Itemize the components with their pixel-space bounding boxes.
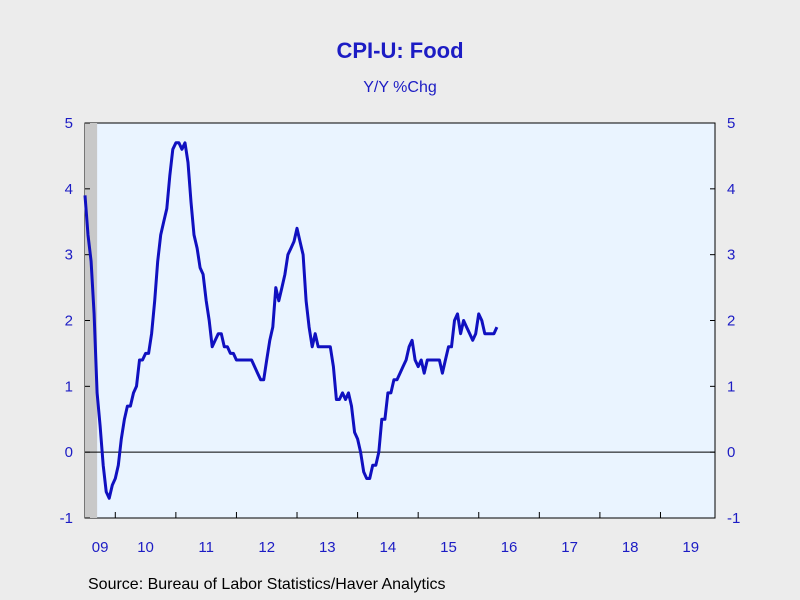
x-tick-label: 11 (198, 539, 214, 556)
x-tick-label: 15 (440, 539, 457, 556)
y-tick-label-right: 4 (727, 181, 735, 198)
x-tick-label: 09 (92, 539, 109, 556)
x-tick-label: 13 (319, 539, 336, 556)
chart-subtitle: Y/Y %Chg (363, 79, 437, 96)
y-tick-label-left: 4 (65, 181, 73, 198)
y-tick-label-left: 2 (65, 313, 73, 330)
y-tick-label-left: 1 (65, 378, 73, 395)
x-tick-label: 17 (561, 539, 578, 556)
x-tick-label: 18 (622, 539, 639, 556)
y-tick-label-right: -1 (727, 510, 740, 527)
y-tick-label-left: 0 (65, 444, 73, 461)
y-tick-label-left: -1 (60, 510, 73, 527)
y-tick-label-right: 0 (727, 444, 735, 461)
y-tick-label-right: 1 (727, 378, 735, 395)
x-tick-label: 12 (258, 539, 275, 556)
plot-area (84, 122, 716, 519)
series-line (83, 141, 499, 500)
y-tick-label-left: 5 (65, 115, 73, 132)
x-tick-label: 14 (380, 539, 397, 556)
chart-title: CPI-U: Food (336, 38, 464, 63)
y-tick-label-left: 3 (65, 247, 73, 264)
x-tick-label: 10 (137, 539, 154, 556)
x-tick-label: 16 (501, 539, 518, 556)
y-tick-label-right: 3 (727, 247, 735, 264)
y-tick-label-right: 2 (727, 313, 735, 330)
source-note: Source: Bureau of Labor Statistics/Haver… (88, 576, 446, 593)
y-tick-label-right: 5 (727, 115, 735, 132)
x-tick-label: 19 (682, 539, 699, 556)
